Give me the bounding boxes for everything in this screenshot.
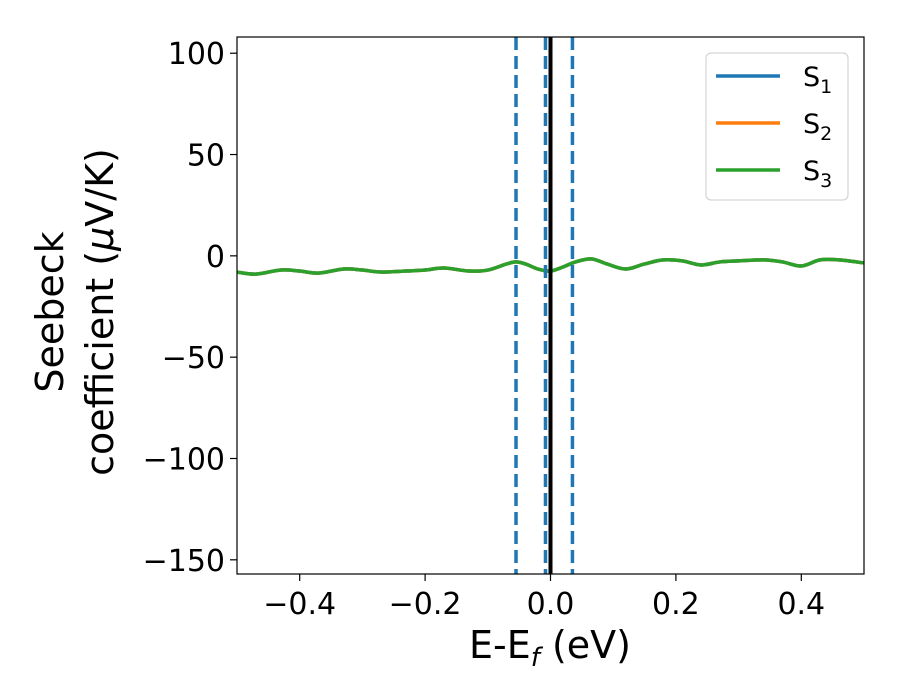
y-tick-label: 50 <box>187 139 225 174</box>
axis-ticks: −0.4 −0.2 0.0 0.2 0.4 100 50 0 −50 −100 −150 <box>143 37 826 622</box>
legend-label-sub: 3 <box>820 170 832 192</box>
x-axis-label-main: E-E <box>469 623 531 667</box>
x-tick-label: 0.2 <box>652 587 700 622</box>
y-tick-label: 100 <box>168 37 225 72</box>
x-tick-label: 0.0 <box>527 587 575 622</box>
legend-label-main: S <box>803 109 820 140</box>
y-axis-label: Seebeck coefficient (μV/K) <box>28 148 122 476</box>
legend-label-s2: S2 <box>803 109 832 145</box>
y-axis-label-line2-mu: μ <box>78 227 122 252</box>
y-tick-label: −150 <box>143 544 225 579</box>
y-axis-label-line1: Seebeck <box>28 231 72 392</box>
y-tick-label: 0 <box>206 240 225 275</box>
y-axis-label-line2: coefficient (μV/K) <box>78 148 122 476</box>
x-tick-label: −0.4 <box>263 587 336 622</box>
y-tick-label: −50 <box>162 341 225 376</box>
plot-frame <box>236 36 865 575</box>
legend-label-main: S <box>803 156 820 187</box>
legend-label-sub: 2 <box>820 123 832 145</box>
plot-content <box>237 37 864 574</box>
legend-box <box>705 52 849 201</box>
x-axis-label: E-Ef (eV) <box>469 623 631 673</box>
legend-label-s1: S1 <box>803 62 832 98</box>
y-axis-label-line2-suffix: V/K) <box>78 148 122 227</box>
x-tick-label: 0.4 <box>777 587 825 622</box>
legend-label-s3: S3 <box>803 156 832 192</box>
legend-label-sub: 1 <box>820 76 832 98</box>
x-tick-label: −0.2 <box>389 587 462 622</box>
legend-label-main: S <box>803 62 820 93</box>
y-tick-label: −100 <box>143 442 225 477</box>
y-axis-label-line2-prefix: coefficient ( <box>78 251 122 476</box>
x-axis-label-tail: (eV) <box>540 623 631 667</box>
